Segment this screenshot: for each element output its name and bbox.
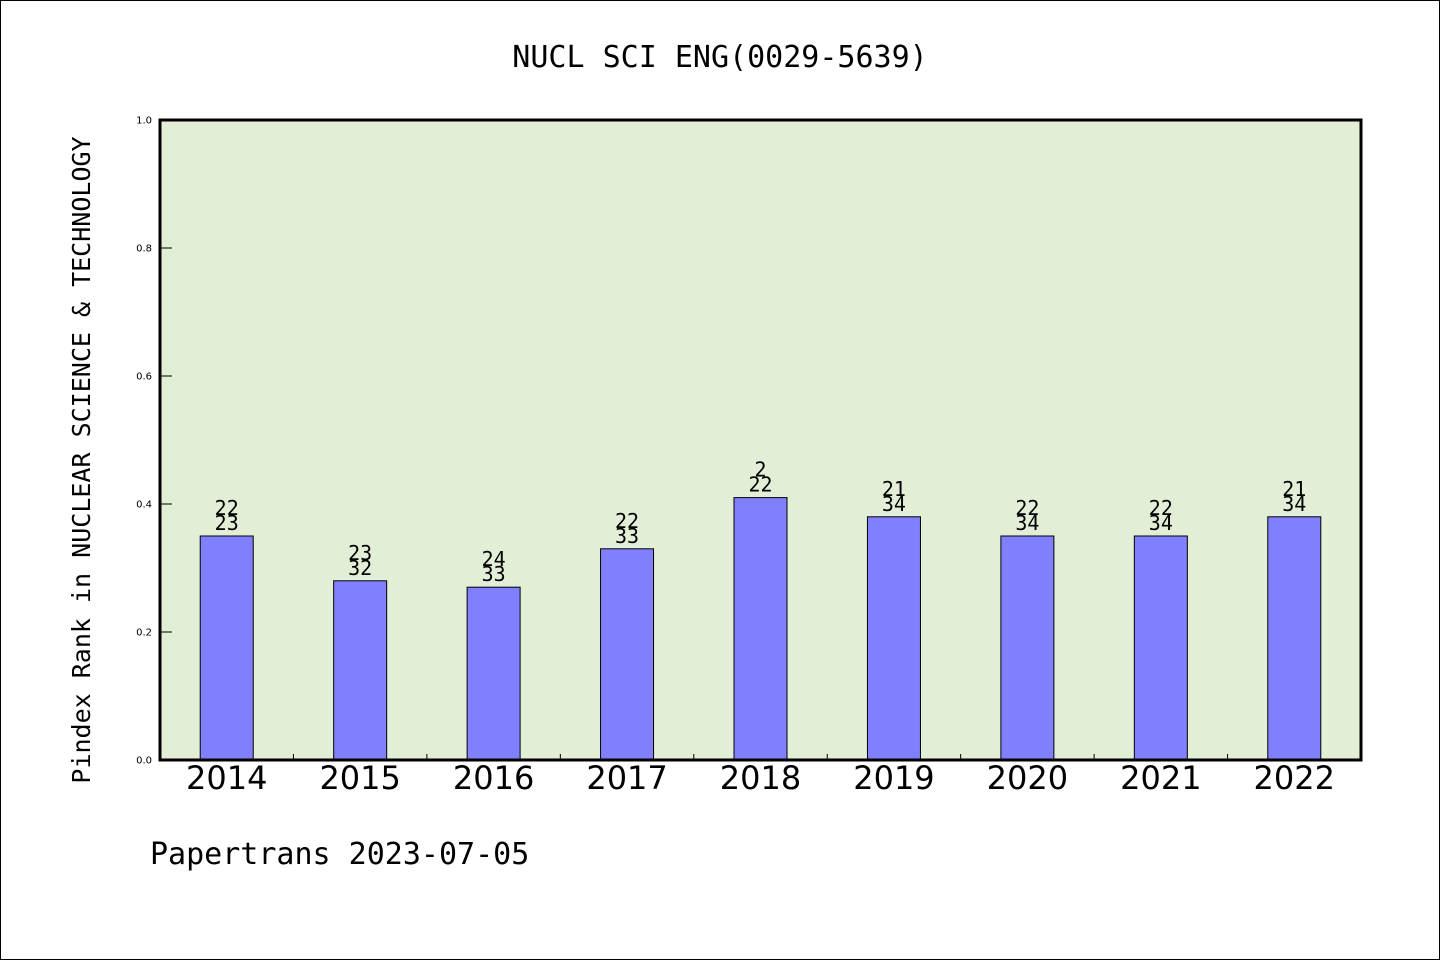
x-tick-label: 2015	[319, 759, 400, 797]
total-label: 34	[1015, 511, 1039, 535]
x-tick-label: 2016	[453, 759, 534, 797]
rank-label: 21	[882, 477, 906, 501]
x-tick-label: 2014	[186, 759, 267, 797]
rank-label: 21	[1282, 477, 1306, 501]
bars-group	[199, 497, 1322, 761]
bar	[733, 497, 788, 761]
rank-label: 22	[1015, 496, 1039, 520]
x-tick-label: 2019	[853, 759, 934, 797]
bar	[466, 586, 521, 761]
y-tick-label: 0.8	[136, 244, 152, 255]
rank-label: 23	[348, 541, 372, 565]
total-label: 23	[215, 511, 239, 535]
x-tick-label: 2020	[987, 759, 1068, 797]
bar	[1000, 535, 1055, 761]
rank-label: 22	[215, 496, 239, 520]
y-tick-label: 1.0	[136, 116, 152, 127]
bar	[1133, 535, 1188, 761]
total-label: 33	[482, 562, 506, 586]
x-axis: 2014 2015 2016 2017 2018 2019 2020 2021 2022	[186, 754, 1335, 797]
bar	[1267, 516, 1322, 761]
y-tick-label: 0.0	[136, 756, 152, 767]
total-label: 34	[1282, 492, 1306, 516]
footer-credit: Papertrans 2023-07-05	[150, 837, 529, 872]
total-label: 33	[615, 524, 639, 548]
x-tick-label: 2017	[586, 759, 667, 797]
total-label: 32	[348, 556, 372, 580]
y-tick-label: 0.6	[136, 372, 152, 383]
total-label: 34	[1149, 511, 1173, 535]
y-axis-label: Pindex Rank in NUCLEAR SCIENCE & TECHNOL…	[67, 136, 96, 783]
x-tick-label: 2021	[1120, 759, 1201, 797]
total-label: 22	[748, 473, 772, 497]
x-tick-label: 2018	[720, 759, 801, 797]
y-tick-label: 0.4	[136, 500, 152, 511]
rank-label: 22	[615, 509, 639, 533]
bar	[199, 535, 254, 761]
bar	[866, 516, 921, 761]
total-label: 34	[882, 492, 906, 516]
y-tick-label: 0.2	[136, 628, 152, 639]
plot-border	[158, 118, 1363, 762]
y-axis: 0.0 0.2 0.4 0.6 0.8 1.0	[136, 116, 172, 767]
bar	[600, 548, 655, 761]
rank-label: 22	[1149, 496, 1173, 520]
rank-label: 24	[482, 547, 506, 571]
chart-title: NUCL SCI ENG(0029-5639)	[512, 40, 927, 75]
bar	[333, 580, 388, 761]
rank-label: 2	[754, 458, 766, 482]
x-tick-label: 2022	[1254, 759, 1335, 797]
